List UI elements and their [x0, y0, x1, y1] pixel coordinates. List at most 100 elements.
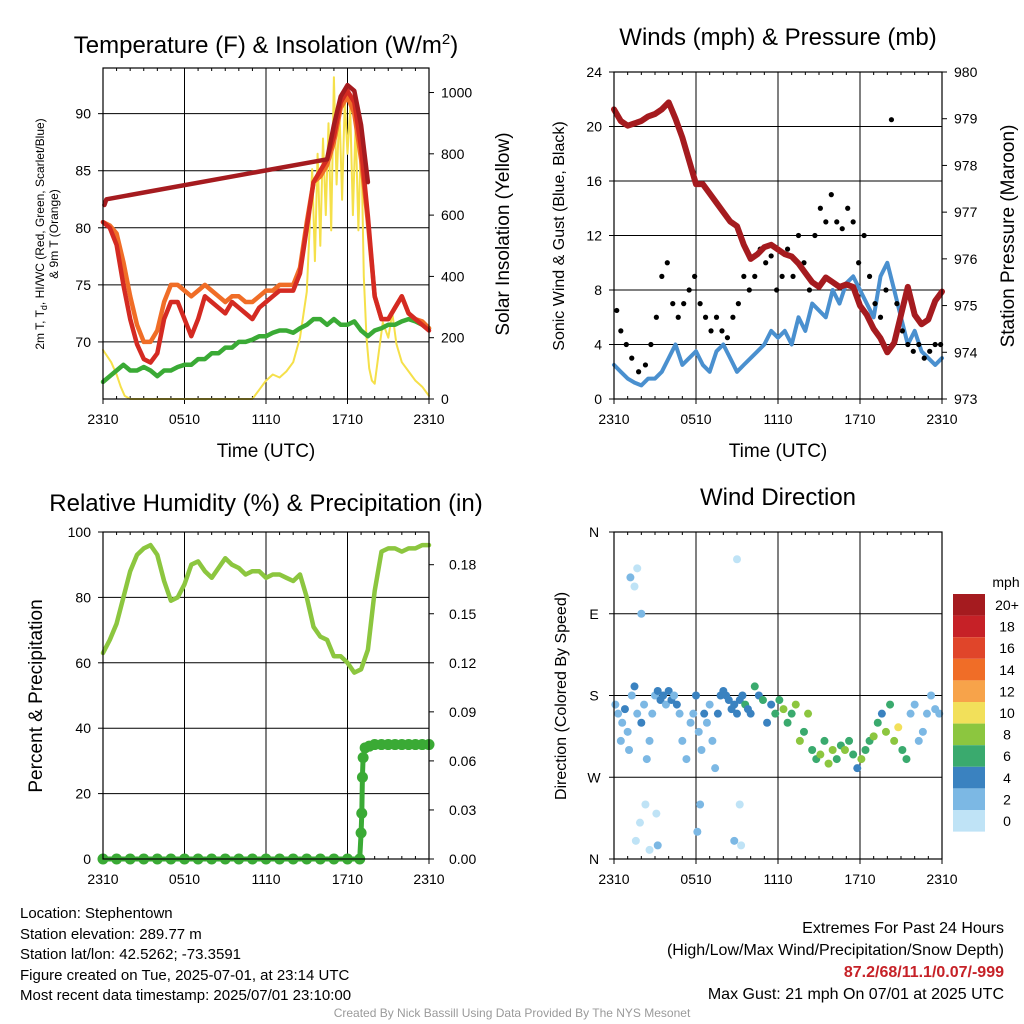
max-gust: Max Gust: 21 mph On 07/01 at 2025 UTC [707, 986, 1004, 1003]
x-tick-label: 2310 [598, 411, 629, 427]
y-axis-label: Percent & Precipitation [26, 599, 47, 792]
colorbar-label: 16 [999, 640, 1015, 656]
wind-direction-point [686, 718, 695, 727]
x-tick-label: 2310 [926, 411, 957, 427]
colorbar-swatch [953, 658, 985, 681]
wind-direction-point [840, 746, 849, 754]
wind-direction-point [627, 691, 636, 700]
data-point-gust [614, 307, 620, 314]
data-point-gust [888, 117, 895, 123]
wind-direction-point [682, 755, 691, 764]
y-tick-label: 12 [586, 228, 602, 244]
colorbar-label: 2 [1003, 791, 1011, 807]
y-tick-label: N [589, 524, 599, 540]
x-tick-label: 2310 [926, 871, 957, 887]
y-tick-label: S [589, 688, 598, 704]
y2-tick-label: 0.00 [449, 851, 476, 867]
data-point-gust [845, 205, 851, 211]
colorbar-label: 18 [999, 619, 1015, 635]
wind-direction-point [652, 809, 661, 818]
y-tick-label: 20 [75, 786, 91, 802]
colorbar-label: 0 [1003, 813, 1011, 829]
wind-direction-point [697, 746, 706, 754]
wind-direction-point [659, 691, 668, 700]
data-point-gust [850, 219, 856, 225]
series-line-sonic-wind [612, 260, 944, 388]
wind-direction-point [653, 686, 662, 695]
data-point-gust [894, 301, 900, 307]
wind-direction-point [881, 727, 890, 736]
data-point-gust [659, 273, 665, 279]
y-tick-label: W [587, 769, 601, 785]
station-elevation: Station elevation: 289.77 m [20, 925, 202, 943]
wind-direction-point [795, 736, 804, 745]
y2-tick-label: 978 [954, 157, 978, 173]
data-point-gust [653, 314, 659, 320]
wind-direction-point [630, 682, 639, 691]
wind-direction-point [898, 746, 907, 754]
data-point-gust [921, 355, 927, 361]
wind-direction-point [616, 736, 625, 745]
y-tick-label: N [589, 851, 599, 867]
wind-direction-point [645, 736, 654, 745]
wind-direction-point [702, 718, 711, 727]
data-point-gust [741, 273, 747, 279]
x-tick-label: 1110 [251, 871, 280, 887]
wind-direction-point [694, 727, 703, 736]
wind-direction-point [640, 700, 649, 709]
y-tick-label: 40 [75, 720, 91, 736]
extremes-legend: (High/Low/Max Wind/Precipitation/Snow De… [666, 942, 1004, 959]
plot-frame [102, 67, 430, 400]
data-point-gust [905, 341, 911, 348]
series-line-2m-t [100, 88, 432, 365]
wind-direction-point [645, 845, 654, 854]
y2-tick-label: 600 [441, 207, 465, 223]
wind-direction-point [642, 755, 651, 764]
station-location: Location: Stephentown [20, 905, 173, 922]
series-line-td [100, 316, 432, 385]
wind-direction-point [641, 800, 650, 809]
x-tick-label: 0510 [680, 411, 711, 427]
y2-tick-label: 979 [954, 111, 978, 127]
wind-direction-point [711, 764, 720, 773]
x-tick-label: 1110 [763, 871, 792, 887]
data-point-gust [708, 328, 714, 334]
wind-direction-point [705, 700, 714, 709]
colorbar-label: 10 [999, 705, 1015, 721]
colorbar-label: 20+ [995, 597, 1019, 613]
extremes-block: Extremes For Past 24 Hours (High/Low/Max… [667, 918, 1004, 1006]
x-tick-label: 0510 [169, 411, 200, 427]
wind-direction-point [808, 746, 817, 754]
colorbar-label: 12 [999, 683, 1015, 699]
data-point-gust [618, 328, 624, 334]
data-point-gust [866, 273, 873, 279]
data-point-gust [713, 314, 720, 320]
wind-direction-point [730, 836, 739, 845]
data-point-gust [812, 232, 818, 239]
wind-direction-point [869, 732, 878, 741]
wind-direction-point [890, 736, 899, 745]
wind-direction-point [637, 609, 646, 618]
data-point-gust [834, 219, 840, 225]
colorbar-swatch [953, 637, 985, 659]
data-point-gust [768, 253, 774, 259]
colorbar-swatch [953, 723, 985, 746]
y2-tick-label: 975 [954, 298, 978, 314]
data-point-gust [883, 287, 889, 293]
wind-direction-point [857, 755, 866, 764]
wind-direction-point [631, 836, 640, 845]
data-point-gust [828, 192, 834, 198]
wind-direction-point [791, 700, 800, 709]
y2-tick-label: 0.09 [449, 704, 476, 720]
data-point-gust [856, 260, 862, 266]
wind-direction-point [625, 746, 634, 754]
wind-direction-point [763, 718, 772, 727]
data-point-gust [801, 260, 807, 266]
y2-tick-label: 0.18 [449, 557, 476, 573]
y2-tick-label: 0 [441, 391, 449, 407]
data-point-gust [623, 341, 629, 348]
wind-direction-point [799, 727, 808, 736]
wind-direction-point [733, 709, 741, 718]
y-tick-label: 8 [594, 282, 602, 298]
